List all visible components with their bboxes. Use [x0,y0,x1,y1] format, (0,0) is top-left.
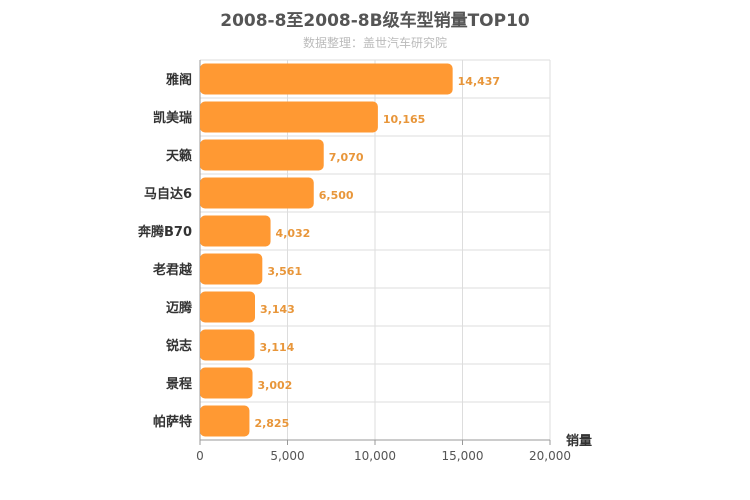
x-tick-label: 0 [196,449,204,463]
bar [200,405,250,437]
x-tick-label: 15,000 [442,449,484,463]
category-label: 天籁 [166,148,192,164]
value-label: 14,437 [458,75,500,88]
chart-subtitle: 数据整理：盖世汽车研究院 [302,36,447,50]
x-tick-label: 20,000 [529,449,571,463]
x-tick-label: 5,000 [270,449,304,463]
value-label: 4,032 [276,227,311,240]
category-label: 锐志 [166,338,192,354]
value-label: 3,002 [258,379,293,392]
value-label: 7,070 [329,151,364,164]
bar [200,329,255,361]
bar [200,101,378,133]
chart-title: 2008-8至2008-8B级车型销量TOP10 [220,11,530,31]
value-label: 3,143 [260,303,295,316]
category-label: 帕萨特 [153,414,192,430]
category-label: 马自达6 [144,186,192,202]
bar [200,177,314,209]
bar [200,253,263,285]
x-axis-title: 销量 [566,433,592,449]
value-label: 6,500 [319,189,354,202]
value-label: 3,561 [267,265,302,278]
bar [200,291,256,323]
category-label: 雅阁 [166,72,192,88]
bar [200,215,271,247]
bar [200,139,324,171]
value-label: 2,825 [254,417,289,430]
x-tick-label: 10,000 [354,449,396,463]
value-label: 10,165 [383,113,425,126]
category-label: 景程 [166,377,192,392]
bar [200,63,453,95]
category-label: 迈腾 [166,300,193,316]
value-label: 3,114 [259,341,294,354]
category-label: 老君越 [152,262,193,278]
category-label: 凯美瑞 [153,110,192,126]
bar [200,367,253,399]
category-label: 奔腾B70 [137,224,192,240]
